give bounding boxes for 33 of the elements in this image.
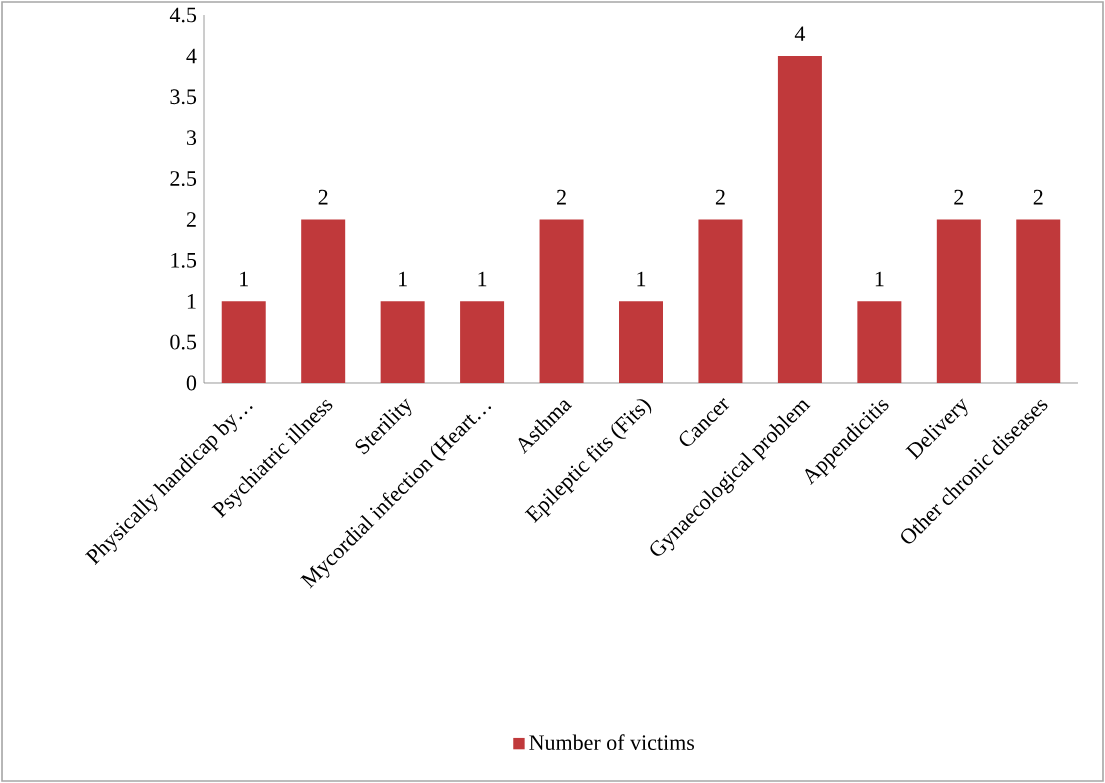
y-tick-label: 2.5 (170, 171, 197, 186)
y-tick-label: 4 (186, 48, 197, 64)
bar (301, 219, 346, 383)
bar (936, 219, 981, 383)
data-label: 2 (954, 189, 964, 205)
y-tick-label: 3.5 (170, 89, 197, 105)
y-tick-label: 3 (187, 130, 197, 146)
data-label: 2 (318, 189, 328, 205)
legend-label: Number of victims (529, 734, 695, 751)
bar (539, 219, 584, 383)
bar (698, 219, 743, 383)
y-tick-label: 2 (186, 212, 196, 227)
data-label: 1 (637, 271, 646, 287)
data-label: 4 (794, 26, 806, 41)
bar (1016, 219, 1061, 383)
bar (857, 301, 902, 383)
data-label: 1 (875, 271, 884, 287)
y-tick-label: 0 (186, 375, 197, 391)
y-tick-label: 0.5 (170, 334, 197, 350)
data-label: 1 (399, 271, 407, 287)
bar (380, 301, 425, 383)
data-label: 2 (715, 189, 725, 205)
data-label: 1 (478, 271, 487, 287)
data-label: 2 (1033, 189, 1043, 205)
bar (619, 301, 663, 383)
bar (460, 301, 505, 383)
bar (221, 301, 266, 383)
bar (777, 55, 822, 383)
data-label: 2 (557, 189, 566, 205)
y-tick-label: 4.5 (169, 7, 197, 23)
y-tick-label: 1 (187, 293, 196, 309)
data-label: 1 (240, 271, 248, 287)
y-tick-label: 1.5 (171, 252, 197, 268)
